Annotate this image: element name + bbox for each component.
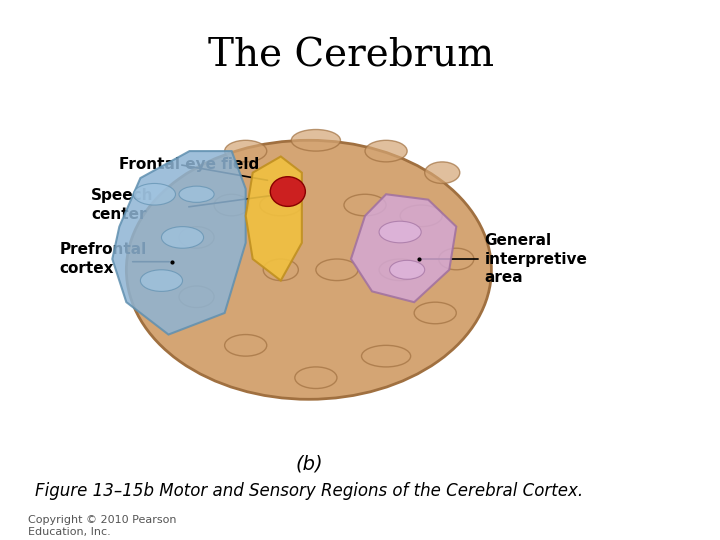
Text: The Cerebrum: The Cerebrum (208, 38, 494, 75)
Ellipse shape (260, 194, 302, 216)
Text: General
interpretive
area: General interpretive area (485, 233, 588, 285)
Polygon shape (246, 157, 302, 281)
Text: Prefrontal
cortex: Prefrontal cortex (60, 242, 147, 276)
Ellipse shape (126, 140, 491, 399)
Ellipse shape (264, 259, 298, 281)
Ellipse shape (361, 346, 410, 367)
Ellipse shape (294, 367, 337, 388)
Ellipse shape (390, 260, 425, 279)
Ellipse shape (344, 194, 386, 216)
Ellipse shape (179, 227, 214, 248)
Ellipse shape (225, 140, 266, 162)
Text: Frontal eye field: Frontal eye field (120, 157, 260, 172)
Text: (b): (b) (295, 455, 323, 474)
Text: Figure 13–15b Motor and Sensory Regions of the Cerebral Cortex.: Figure 13–15b Motor and Sensory Regions … (35, 482, 583, 500)
Ellipse shape (379, 259, 421, 281)
Polygon shape (112, 151, 246, 335)
Ellipse shape (425, 162, 460, 184)
Ellipse shape (133, 184, 176, 205)
Ellipse shape (292, 130, 341, 151)
Ellipse shape (365, 140, 407, 162)
Ellipse shape (179, 186, 214, 202)
Polygon shape (351, 194, 456, 302)
Text: Speech
center: Speech center (91, 188, 154, 222)
Ellipse shape (400, 205, 442, 227)
Ellipse shape (379, 221, 421, 243)
Ellipse shape (225, 335, 266, 356)
Ellipse shape (214, 194, 249, 216)
Ellipse shape (414, 302, 456, 324)
Ellipse shape (270, 177, 305, 206)
Ellipse shape (179, 286, 214, 308)
Ellipse shape (316, 259, 358, 281)
Ellipse shape (140, 270, 182, 292)
Ellipse shape (161, 227, 204, 248)
Text: Copyright © 2010 Pearson
Education, Inc.: Copyright © 2010 Pearson Education, Inc. (28, 515, 176, 537)
Ellipse shape (438, 248, 474, 270)
